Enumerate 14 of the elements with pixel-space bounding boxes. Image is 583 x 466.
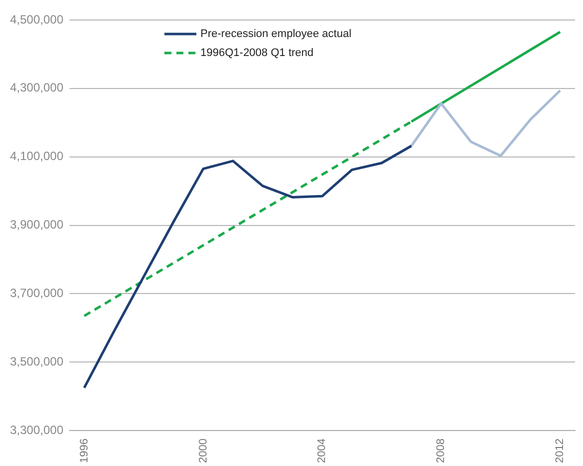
legend-label: Pre-recession employee actual [200,28,352,40]
y-tick-label: 3,300,000 [10,422,64,437]
x-tick-label: 2012 [554,438,566,464]
y-tick-label: 4,500,000 [10,12,64,26]
y-tick-label: 3,900,000 [10,218,64,232]
x-tick-label: 1996 [78,438,90,464]
y-tick-label: 4,300,000 [10,80,64,95]
x-tick-label: 2000 [197,438,210,464]
y-tick-label: 3,500,000 [10,354,64,368]
y-tick-label: 3,700,000 [10,286,64,300]
legend-label: 1996Q1-2008 Q1 trend [200,47,314,60]
y-tick-label: 4,100,000 [10,149,64,164]
x-tick-label: 2004 [316,438,328,464]
x-tick-label: 2008 [435,438,448,464]
